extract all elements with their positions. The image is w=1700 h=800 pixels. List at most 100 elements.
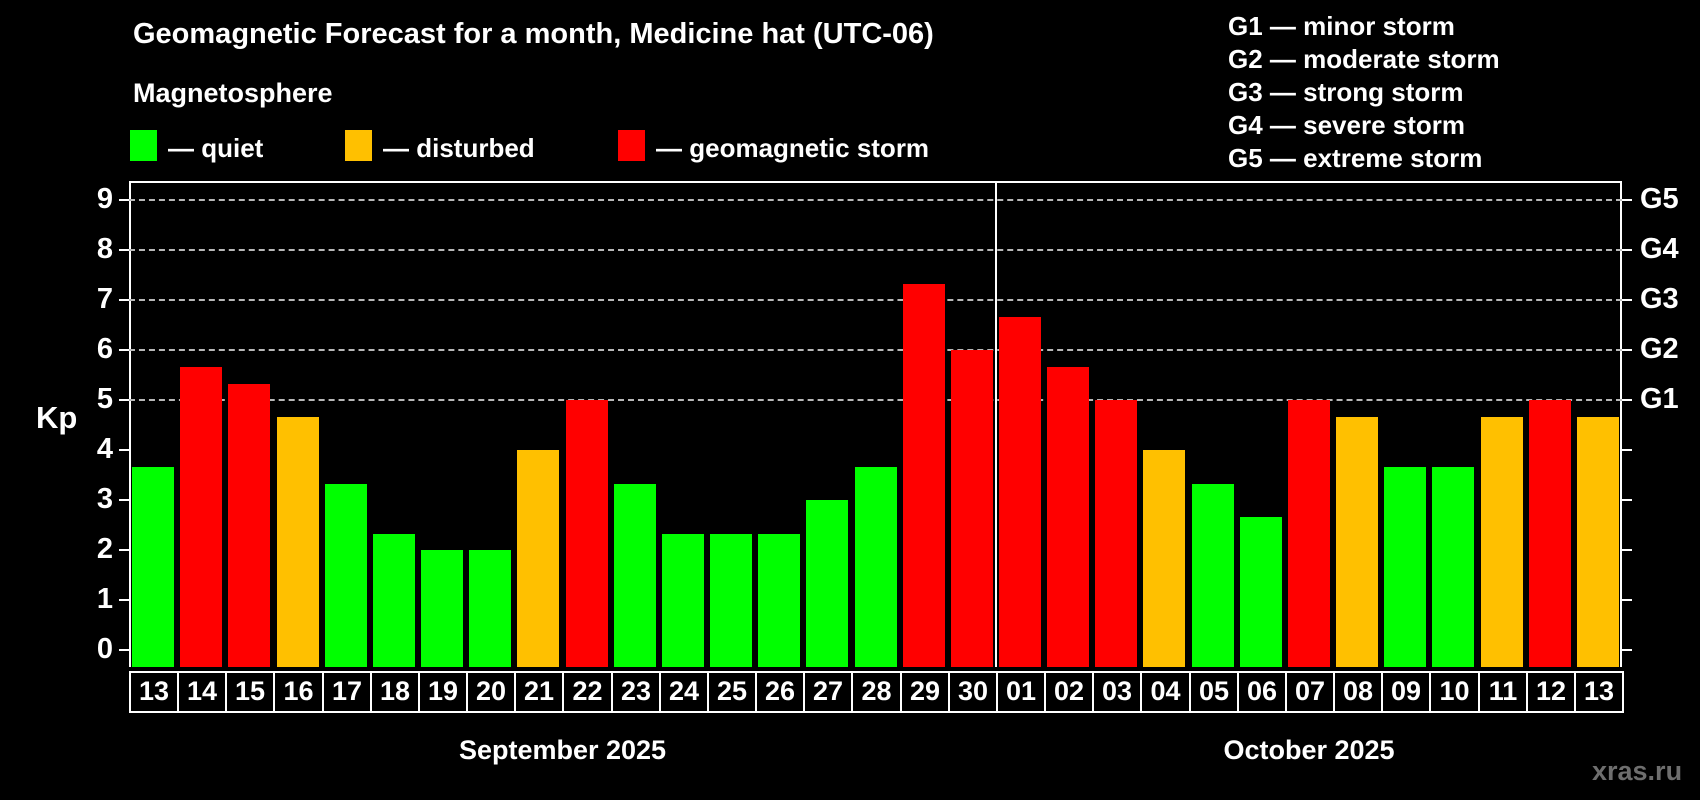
kp-bar-september-24 (662, 534, 704, 667)
kp-bar-october-10 (1432, 467, 1474, 667)
y-tick-8 (119, 249, 129, 251)
g4-legend-line: G4 — severe storm (1228, 110, 1466, 140)
right-tick-7 (1622, 299, 1632, 301)
day-label-20: 20 (466, 671, 516, 713)
kp-bar-october-01 (999, 317, 1041, 667)
right-tick-4 (1622, 449, 1632, 451)
kp-bar-october-02 (1047, 367, 1089, 667)
kp-bar-october-08 (1336, 417, 1378, 667)
day-label-07: 07 (1285, 671, 1335, 713)
y-tick-9 (119, 199, 129, 201)
kp-bar-september-20 (469, 550, 511, 667)
kp-bar-september-14 (180, 367, 222, 667)
kp-bar-september-16 (277, 417, 319, 667)
day-label-14: 14 (177, 671, 227, 713)
disturbed-legend-swatch (345, 130, 372, 161)
right-tick-5 (1622, 399, 1632, 401)
y-tick-7 (119, 299, 129, 301)
y-tick-label-4: 4 (96, 433, 113, 465)
day-label-28: 28 (851, 671, 902, 713)
kp-bar-october-06 (1240, 517, 1282, 667)
y-tick-label-0: 0 (96, 633, 113, 665)
kp-bar-october-11 (1481, 417, 1523, 667)
gridline-kp8 (129, 249, 1622, 251)
y-tick-3 (119, 499, 129, 501)
day-label-01: 01 (996, 671, 1046, 713)
gridline-kp5 (129, 399, 1622, 401)
g1-legend-line: G1 — minor storm (1228, 11, 1455, 41)
day-label-19: 19 (418, 671, 468, 713)
day-label-23: 23 (611, 671, 661, 713)
y-tick-2 (119, 549, 129, 551)
y-tick-0 (119, 649, 129, 651)
kp-bar-october-03 (1095, 400, 1137, 667)
day-label-21: 21 (514, 671, 564, 713)
kp-bar-september-23 (614, 484, 656, 667)
day-label-11: 11 (1478, 671, 1528, 713)
right-tick-6 (1622, 349, 1632, 351)
quiet-legend-label: — quiet (168, 133, 264, 163)
kp-bar-october-09 (1384, 467, 1426, 667)
right-tick-9 (1622, 199, 1632, 201)
g2-legend-line: G2 — moderate storm (1228, 44, 1500, 74)
day-label-17: 17 (322, 671, 372, 713)
right-axis-line (1620, 181, 1622, 667)
day-label-30: 30 (948, 671, 998, 713)
right-tick-1 (1622, 599, 1632, 601)
day-label-05: 05 (1189, 671, 1239, 713)
day-label-06: 06 (1237, 671, 1287, 713)
day-label-04: 04 (1140, 671, 1191, 713)
kp-bar-chart-plot (129, 181, 1622, 667)
y-tick-label-9: 9 (96, 183, 113, 215)
right-axis-label-g5: G5 (1640, 183, 1679, 215)
y-tick-label-1: 1 (96, 583, 113, 615)
day-label-18: 18 (370, 671, 420, 713)
plot-top-border (129, 181, 1622, 183)
day-label-15: 15 (225, 671, 275, 713)
xras-watermark: xras.ru (1592, 756, 1683, 786)
quiet-legend-swatch (130, 130, 157, 161)
day-label-09: 09 (1381, 671, 1431, 713)
day-label-12: 12 (1526, 671, 1576, 713)
kp-bar-september-29 (903, 284, 945, 667)
kp-bar-september-17 (325, 484, 367, 667)
month-separator-line (995, 181, 997, 667)
day-label-25: 25 (707, 671, 757, 713)
kp-bar-october-13 (1577, 417, 1619, 667)
right-tick-8 (1622, 249, 1632, 251)
day-label-27: 27 (803, 671, 853, 713)
kp-bar-september-27 (806, 500, 848, 667)
kp-bar-september-18 (373, 534, 415, 667)
y-tick-label-2: 2 (96, 533, 113, 565)
y-axis-title: Kp (36, 400, 78, 435)
day-label-03: 03 (1092, 671, 1142, 713)
g-scale-legend: G1 — minor storm G2 — moderate storm G3 … (1228, 10, 1500, 175)
day-label-24: 24 (659, 671, 709, 713)
kp-bar-september-19 (421, 550, 463, 667)
day-label-10: 10 (1429, 671, 1480, 713)
right-axis-label-g4: G4 (1640, 233, 1679, 265)
y-tick-4 (119, 449, 129, 451)
y-tick-5 (119, 399, 129, 401)
kp-bar-september-13 (132, 467, 174, 667)
right-tick-0 (1622, 649, 1632, 651)
kp-bar-october-04 (1143, 450, 1185, 667)
y-tick-label-7: 7 (96, 283, 113, 315)
y-tick-1 (119, 599, 129, 601)
kp-bar-september-22 (566, 400, 608, 667)
day-label-22: 22 (562, 671, 613, 713)
right-axis-label-g3: G3 (1640, 283, 1679, 315)
disturbed-legend-label: — disturbed (383, 133, 535, 163)
month-label-october: October 2025 (1223, 735, 1395, 765)
gridline-kp9 (129, 199, 1622, 201)
gridline-kp7 (129, 299, 1622, 301)
storm-legend-label: — geomagnetic storm (656, 133, 930, 163)
gridline-kp6 (129, 349, 1622, 351)
day-label-13: 13 (1574, 671, 1624, 713)
kp-bar-september-21 (517, 450, 559, 667)
y-tick-label-3: 3 (96, 483, 113, 515)
day-label-29: 29 (900, 671, 950, 713)
kp-bar-october-07 (1288, 400, 1330, 667)
y-tick-label-6: 6 (96, 333, 113, 365)
